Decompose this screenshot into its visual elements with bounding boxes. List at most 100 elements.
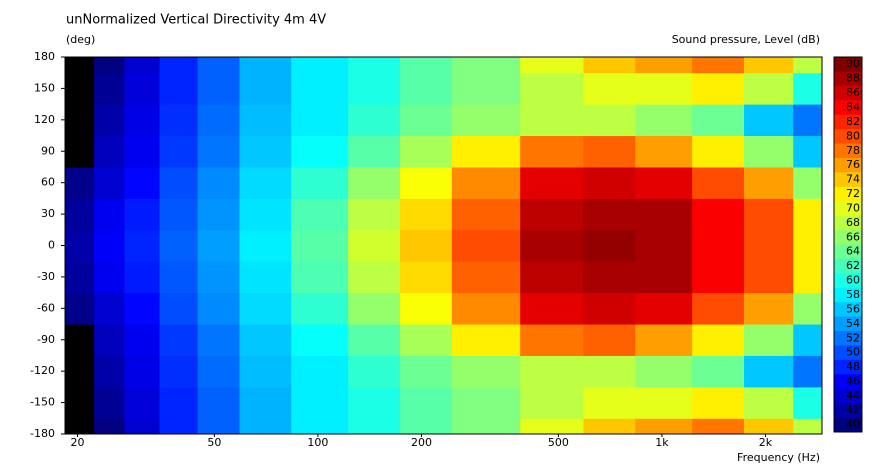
colorbar-tick-label: 76 xyxy=(846,158,860,171)
heatmap-cell xyxy=(291,418,349,435)
colorbar-tick-label: 80 xyxy=(846,129,860,142)
heatmap-cell xyxy=(451,57,521,74)
colorbar-swatch xyxy=(834,417,862,433)
heatmap-cell xyxy=(399,418,453,435)
y-tick-label: 0 xyxy=(48,239,55,252)
heatmap-cell xyxy=(348,166,401,199)
x-tick-label: 100 xyxy=(307,436,328,449)
heatmap-cell xyxy=(399,229,453,262)
heatmap-cell xyxy=(197,57,240,74)
heatmap-cell xyxy=(743,261,794,294)
heatmap-cell xyxy=(635,355,693,388)
heatmap-cell xyxy=(793,355,823,388)
heatmap-cell xyxy=(291,386,349,419)
colorbar-swatch xyxy=(834,258,862,274)
heatmap-cell xyxy=(399,135,453,168)
y-tick-label: -90 xyxy=(37,333,55,346)
heatmap-cell xyxy=(348,261,401,294)
heatmap-cell xyxy=(239,418,292,435)
heatmap-cell xyxy=(159,386,199,419)
colorbar-swatch xyxy=(834,302,862,318)
heatmap-cell xyxy=(451,386,521,419)
heatmap-cell xyxy=(451,292,521,325)
colorbar-tick-label: 40 xyxy=(846,418,860,431)
heatmap-cell xyxy=(65,166,95,199)
colorbar-swatch xyxy=(834,71,862,87)
colorbar-tick-label: 90 xyxy=(846,57,860,70)
heatmap-cell xyxy=(348,418,401,435)
heatmap-cell xyxy=(65,355,95,388)
heatmap-cell xyxy=(197,292,240,325)
colorbar-swatch xyxy=(834,85,862,101)
heatmap-cell xyxy=(239,229,292,262)
heatmap-cell xyxy=(124,135,161,168)
colorbar-swatch xyxy=(834,201,862,217)
heatmap-cell xyxy=(399,355,453,388)
heatmap-cell xyxy=(520,261,584,294)
heatmap-cell xyxy=(239,166,292,199)
colorbar-tick-label: 84 xyxy=(846,100,860,113)
heatmap-cell xyxy=(239,386,292,419)
heatmap-cell xyxy=(583,355,636,388)
colorbar-swatch xyxy=(834,244,862,260)
heatmap-cell xyxy=(124,229,161,262)
heatmap-cell xyxy=(583,386,636,419)
heatmap-cell xyxy=(743,104,794,137)
heatmap-cell xyxy=(793,166,823,199)
heatmap-cell xyxy=(94,386,125,419)
heatmap-cell xyxy=(583,324,636,356)
heatmap-cell xyxy=(291,104,349,137)
heatmap xyxy=(65,57,823,435)
heatmap-cell xyxy=(451,261,521,294)
heatmap-cell xyxy=(399,57,453,74)
heatmap-cell xyxy=(399,261,453,294)
heatmap-cell xyxy=(197,386,240,419)
heatmap-cell xyxy=(291,135,349,168)
heatmap-cell xyxy=(348,104,401,137)
heatmap-cell xyxy=(793,198,823,231)
heatmap-cell xyxy=(94,72,125,105)
heatmap-cell xyxy=(291,355,349,388)
heatmap-cell xyxy=(583,57,636,74)
heatmap-cell xyxy=(635,418,693,435)
heatmap-cell xyxy=(159,72,199,105)
colorbar-swatch xyxy=(834,157,862,173)
heatmap-cell xyxy=(291,292,349,325)
heatmap-cell xyxy=(793,72,823,105)
colorbar-swatch xyxy=(834,331,862,346)
x-tick-label: 20 xyxy=(70,436,84,449)
colorbar-tick-label: 78 xyxy=(846,144,860,157)
heatmap-cell xyxy=(743,324,794,356)
heatmap-cell xyxy=(583,166,636,199)
y-tick-label: -30 xyxy=(37,270,55,283)
heatmap-cell xyxy=(583,261,636,294)
colorbar-swatch xyxy=(834,172,862,188)
heatmap-cell xyxy=(635,198,693,231)
heatmap-cell xyxy=(743,292,794,325)
colorbar-swatch xyxy=(834,287,862,303)
heatmap-cell xyxy=(399,386,453,419)
heatmap-cell xyxy=(291,57,349,74)
heatmap-cell xyxy=(65,72,95,105)
heatmap-cell xyxy=(348,324,401,356)
heatmap-cell xyxy=(94,324,125,356)
colorbar-swatch xyxy=(834,143,862,159)
colorbar-tick-label: 44 xyxy=(846,389,860,402)
colorbar-tick-label: 66 xyxy=(846,230,860,243)
heatmap-cell xyxy=(692,72,745,105)
colorbar-swatch xyxy=(834,230,862,245)
heatmap-cell xyxy=(692,355,745,388)
x-tick-label: 1k xyxy=(655,436,669,449)
heatmap-cell xyxy=(793,261,823,294)
heatmap-cell xyxy=(583,72,636,105)
heatmap-cell xyxy=(291,261,349,294)
heatmap-cell xyxy=(635,261,693,294)
x-tick-label: 2k xyxy=(759,436,773,449)
heatmap-cell xyxy=(692,324,745,356)
heatmap-cell xyxy=(520,57,584,74)
heatmap-cell xyxy=(635,72,693,105)
y-tick-label: -120 xyxy=(30,364,55,377)
y-tick-label: 90 xyxy=(41,144,55,157)
heatmap-cell xyxy=(692,418,745,435)
